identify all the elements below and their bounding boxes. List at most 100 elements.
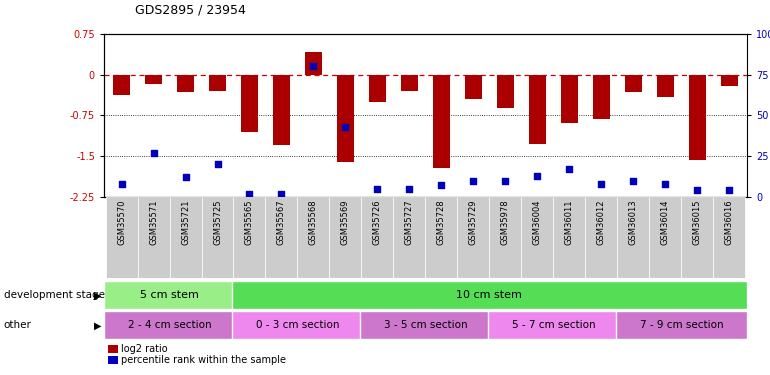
Bar [488, 311, 619, 339]
Point [211, 161, 223, 167]
Bar [393, 197, 425, 278]
Text: 3 - 5 cm section: 3 - 5 cm section [383, 320, 467, 330]
Bar [585, 197, 618, 278]
Text: ▶: ▶ [94, 320, 102, 330]
Bar [305, 52, 323, 75]
Bar [209, 75, 226, 91]
Text: GSM35570: GSM35570 [117, 199, 126, 245]
Text: GSM35729: GSM35729 [469, 199, 478, 245]
Text: 5 cm stem: 5 cm stem [140, 290, 199, 300]
Bar [721, 75, 738, 87]
Point [563, 166, 575, 172]
Bar [464, 75, 482, 99]
Text: ▶: ▶ [94, 290, 102, 300]
Point [371, 186, 383, 192]
Bar [241, 75, 258, 132]
Text: GSM36014: GSM36014 [661, 199, 670, 245]
Text: GSM36012: GSM36012 [597, 199, 606, 245]
Point [467, 178, 480, 184]
Text: GSM35568: GSM35568 [309, 199, 318, 245]
Bar [169, 197, 202, 278]
Bar [273, 75, 290, 145]
Text: 10 cm stem: 10 cm stem [457, 290, 522, 300]
Bar [369, 75, 387, 102]
Text: GSM36015: GSM36015 [693, 199, 701, 245]
Point [403, 186, 416, 192]
Bar [433, 75, 450, 168]
Bar [360, 311, 491, 339]
Bar [104, 311, 235, 339]
Text: GSM36016: GSM36016 [725, 199, 734, 245]
Point [531, 172, 544, 178]
Point [659, 181, 671, 187]
Text: percentile rank within the sample: percentile rank within the sample [121, 355, 286, 364]
Text: GSM36011: GSM36011 [565, 199, 574, 245]
Text: GDS2895 / 23954: GDS2895 / 23954 [135, 4, 246, 17]
Point [340, 124, 352, 130]
Point [307, 63, 320, 69]
Text: GSM35565: GSM35565 [245, 199, 254, 245]
Text: other: other [4, 320, 32, 330]
Point [179, 174, 192, 180]
Bar [618, 197, 649, 278]
Point [116, 181, 128, 187]
Point [691, 188, 704, 194]
Text: development stage: development stage [4, 290, 105, 300]
Point [499, 178, 511, 184]
Text: GSM35721: GSM35721 [181, 199, 190, 245]
Text: GSM35978: GSM35978 [501, 199, 510, 245]
Text: GSM35567: GSM35567 [277, 199, 286, 245]
Text: GSM35571: GSM35571 [149, 199, 158, 245]
Point [276, 190, 288, 196]
Bar [233, 197, 266, 278]
Text: log2 ratio: log2 ratio [121, 344, 168, 354]
Bar [177, 75, 194, 93]
Bar [554, 197, 585, 278]
Bar [330, 197, 361, 278]
Text: GSM35569: GSM35569 [341, 199, 350, 245]
Bar [145, 75, 162, 84]
Text: 2 - 4 cm section: 2 - 4 cm section [128, 320, 211, 330]
Point [628, 178, 640, 184]
Text: 5 - 7 cm section: 5 - 7 cm section [511, 320, 595, 330]
Bar [688, 75, 706, 160]
Bar [425, 197, 457, 278]
Bar [361, 197, 393, 278]
Bar [105, 197, 138, 278]
Bar [138, 197, 169, 278]
Text: 7 - 9 cm section: 7 - 9 cm section [640, 320, 723, 330]
Bar [490, 197, 521, 278]
Bar [593, 75, 610, 119]
Bar [713, 197, 745, 278]
Bar [232, 311, 363, 339]
Bar [112, 75, 130, 95]
Bar [266, 197, 297, 278]
Bar [297, 197, 330, 278]
Bar [521, 197, 554, 278]
Text: GSM35727: GSM35727 [405, 199, 414, 245]
Text: GSM35725: GSM35725 [213, 199, 222, 245]
Bar [649, 197, 681, 278]
Bar [561, 75, 578, 123]
Point [147, 150, 159, 156]
Bar [104, 281, 235, 309]
Bar [336, 75, 354, 162]
Text: 0 - 3 cm section: 0 - 3 cm section [256, 320, 340, 330]
Bar [202, 197, 233, 278]
Text: GSM36013: GSM36013 [629, 199, 638, 245]
Text: GSM35728: GSM35728 [437, 199, 446, 245]
Point [243, 190, 256, 196]
Point [595, 181, 608, 187]
Bar [657, 75, 674, 98]
Bar [681, 197, 713, 278]
Bar [232, 281, 747, 309]
Bar [457, 197, 490, 278]
Bar [616, 311, 747, 339]
Bar [624, 75, 642, 92]
Point [723, 188, 735, 194]
Text: GSM35726: GSM35726 [373, 199, 382, 245]
Point [435, 183, 447, 189]
Bar [400, 75, 418, 91]
Bar [528, 75, 546, 144]
Bar [497, 75, 514, 108]
